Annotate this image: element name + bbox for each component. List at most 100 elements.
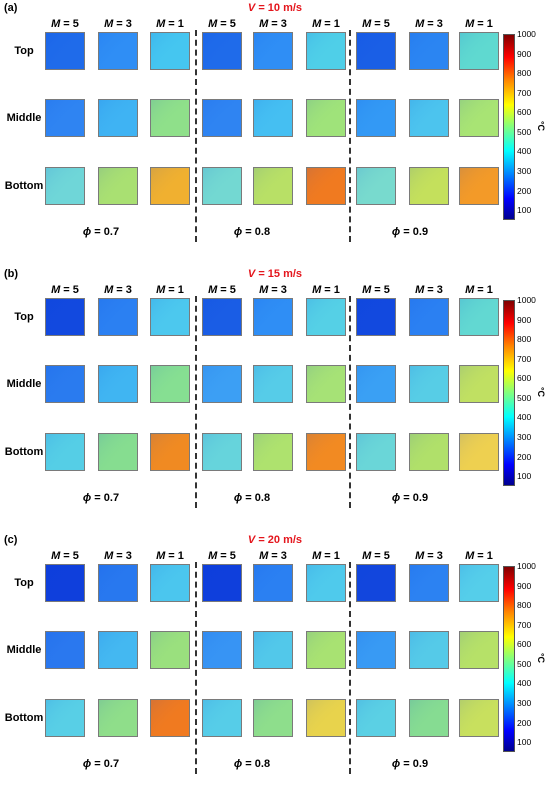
colorbar-tick: 600 bbox=[517, 373, 532, 384]
heatmap-tile bbox=[356, 99, 396, 137]
column-header-value: = 5 bbox=[60, 284, 79, 296]
colorbar-tick: 1000 bbox=[517, 295, 536, 305]
colorbar-tick: 300 bbox=[517, 166, 532, 177]
colorbar-tick: 100 bbox=[517, 471, 532, 482]
column-header: M = 1 bbox=[302, 18, 350, 30]
heatmap-tile bbox=[45, 699, 85, 737]
row-label-top: Top bbox=[14, 311, 34, 323]
column-header-variable: M bbox=[259, 550, 269, 562]
phi-label: ϕ = 0.8 bbox=[222, 492, 282, 504]
heatmap-tile bbox=[253, 167, 293, 205]
column-header-value: = 1 bbox=[474, 18, 493, 30]
heatmap-tile bbox=[459, 365, 499, 403]
heatmap-tile bbox=[306, 167, 346, 205]
heatmap-tile bbox=[409, 298, 449, 336]
phi-label: ϕ = 0.7 bbox=[71, 492, 131, 504]
column-header-variable: M bbox=[208, 18, 218, 30]
colorbar-tick: 800 bbox=[517, 334, 532, 345]
column-header-variable: M bbox=[51, 550, 61, 562]
column-header-value: = 3 bbox=[113, 550, 132, 562]
row-label-bottom: Bottom bbox=[4, 712, 44, 724]
colorbar-tick: 100 bbox=[517, 205, 532, 216]
heatmap-tile bbox=[306, 564, 346, 602]
heatmap-tile bbox=[459, 564, 499, 602]
phi-label: ϕ = 0.7 bbox=[71, 758, 131, 770]
heatmap-tile bbox=[150, 167, 190, 205]
group-divider bbox=[349, 296, 351, 508]
colorbar-tick: 900 bbox=[517, 580, 532, 591]
heatmap-tile bbox=[98, 298, 138, 336]
column-header-value: = 1 bbox=[321, 18, 340, 30]
row-label-middle: Middle bbox=[6, 112, 42, 124]
column-header-value: = 3 bbox=[268, 550, 287, 562]
column-header-variable: M bbox=[362, 18, 372, 30]
heatmap-tile bbox=[356, 564, 396, 602]
colorbar-tick: 200 bbox=[517, 185, 532, 196]
phi-symbol: ϕ bbox=[233, 226, 243, 238]
column-header: M = 5 bbox=[352, 550, 400, 562]
column-header: M = 1 bbox=[455, 18, 503, 30]
column-header-variable: M bbox=[208, 550, 218, 562]
heatmap-tile bbox=[150, 433, 190, 471]
panel-title: V = 15 m/s bbox=[0, 268, 550, 280]
heatmap-tile bbox=[409, 32, 449, 70]
group-divider bbox=[195, 562, 197, 774]
row-label-bottom: Bottom bbox=[4, 180, 44, 192]
panel-title-value: = 20 m/s bbox=[255, 534, 303, 546]
heatmap-tile bbox=[356, 32, 396, 70]
group-divider bbox=[195, 30, 197, 242]
column-header-variable: M bbox=[156, 284, 166, 296]
column-header-variable: M bbox=[465, 284, 475, 296]
heatmap-tile bbox=[409, 631, 449, 669]
column-header: M = 3 bbox=[249, 18, 297, 30]
heatmap-tile bbox=[150, 699, 190, 737]
heatmap-tile bbox=[45, 167, 85, 205]
heatmap-tile bbox=[150, 99, 190, 137]
colorbar-tick: 600 bbox=[517, 107, 532, 118]
column-header: M = 1 bbox=[455, 284, 503, 296]
heatmap-tile bbox=[306, 298, 346, 336]
column-header-variable: M bbox=[362, 550, 372, 562]
column-header: M = 3 bbox=[405, 550, 453, 562]
colorbar-unit: °C bbox=[536, 120, 547, 132]
panel-title-value: = 10 m/s bbox=[255, 2, 303, 14]
heatmap-tile bbox=[45, 564, 85, 602]
phi-value: = 0.9 bbox=[400, 492, 429, 504]
heatmap-tile bbox=[253, 99, 293, 137]
phi-value: = 0.9 bbox=[400, 758, 429, 770]
heatmap-tile bbox=[45, 433, 85, 471]
heatmap-tile bbox=[253, 564, 293, 602]
row-label-bottom: Bottom bbox=[4, 446, 44, 458]
heatmap-tile bbox=[45, 365, 85, 403]
heatmap-tile bbox=[306, 699, 346, 737]
column-header: M = 1 bbox=[302, 550, 350, 562]
heatmap-tile bbox=[202, 298, 242, 336]
panel-title-variable: V bbox=[247, 268, 256, 280]
colorbar-tick: 300 bbox=[517, 698, 532, 709]
column-header-value: = 5 bbox=[217, 284, 236, 296]
heatmap-tile bbox=[459, 298, 499, 336]
heatmap-tile bbox=[409, 365, 449, 403]
row-label-middle: Middle bbox=[6, 644, 42, 656]
heatmap-tile bbox=[45, 631, 85, 669]
heatmap-tile bbox=[202, 699, 242, 737]
column-header: M = 5 bbox=[352, 18, 400, 30]
heatmap-tile bbox=[202, 32, 242, 70]
panel-title-variable: V bbox=[247, 2, 256, 14]
column-header: M = 3 bbox=[94, 284, 142, 296]
heatmap-tile bbox=[253, 365, 293, 403]
column-header: M = 1 bbox=[146, 284, 194, 296]
phi-label: ϕ = 0.7 bbox=[71, 226, 131, 238]
column-header-variable: M bbox=[104, 550, 114, 562]
colorbar-tick: 500 bbox=[517, 658, 532, 669]
column-header-value: = 5 bbox=[60, 18, 79, 30]
colorbar-unit: °C bbox=[536, 652, 547, 664]
heatmap-tile bbox=[356, 699, 396, 737]
column-header: M = 3 bbox=[405, 284, 453, 296]
heatmap-tile bbox=[98, 99, 138, 137]
column-header: M = 5 bbox=[41, 284, 89, 296]
heatmap-tile bbox=[356, 433, 396, 471]
column-header: M = 5 bbox=[41, 18, 89, 30]
phi-value: = 0.9 bbox=[400, 226, 429, 238]
heatmap-tile bbox=[253, 298, 293, 336]
